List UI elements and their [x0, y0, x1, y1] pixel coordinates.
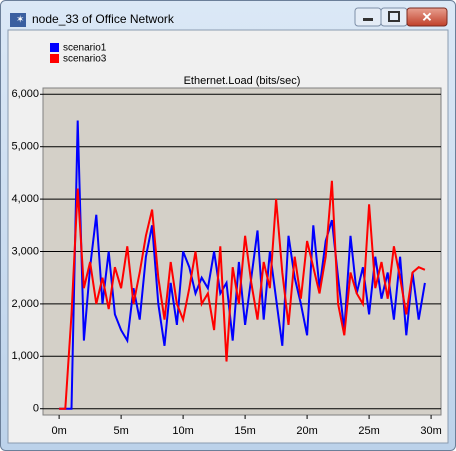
legend-swatch: [50, 43, 59, 52]
x-tick-label: 25m: [358, 425, 379, 437]
close-icon: ✕: [422, 9, 433, 24]
legend-label: scenario1: [63, 43, 107, 54]
minimize-icon: [363, 18, 373, 21]
y-tick-label: 3,000: [11, 245, 39, 257]
chart-title: Ethernet.Load (bits/sec): [184, 75, 301, 87]
app-icon-glyph: ✶: [16, 15, 24, 26]
y-tick-label: 6,000: [11, 88, 39, 100]
close-button[interactable]: [406, 7, 448, 27]
y-tick-label: 5,000: [11, 141, 39, 153]
x-tick-label: 5m: [113, 425, 128, 437]
window-title: node_33 of Office Network: [32, 12, 175, 26]
legend-swatch: [50, 54, 59, 63]
y-tick-label: 2,000: [11, 298, 39, 310]
maximize-button[interactable]: [380, 7, 408, 27]
y-tick-label: 1,000: [11, 350, 39, 362]
app-icon: [10, 13, 26, 27]
maximize-icon: [388, 11, 400, 22]
minimize-button[interactable]: [354, 7, 382, 27]
y-tick-label: 0: [33, 403, 39, 415]
x-tick-label: 30m: [420, 425, 441, 437]
x-tick-label: 0m: [51, 425, 66, 437]
series-line: [59, 180, 426, 410]
x-tick-label: 15m: [234, 425, 255, 437]
y-tick-label: 4,000: [11, 193, 39, 205]
x-tick-label: 20m: [296, 425, 317, 437]
legend-label: scenario3: [63, 54, 107, 65]
x-tick-label: 10m: [172, 425, 193, 437]
